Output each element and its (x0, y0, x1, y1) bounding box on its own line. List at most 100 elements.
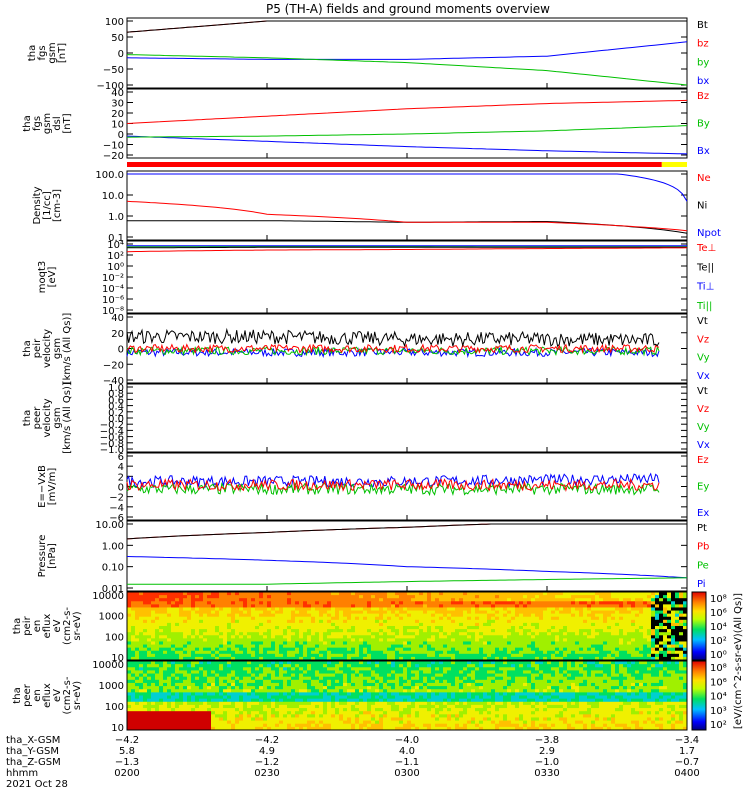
heatmap-cell (323, 613, 328, 618)
heatmap-cell (271, 622, 276, 627)
heatmap-cell (175, 607, 180, 612)
heatmap-cell (287, 704, 292, 709)
heatmap-cell (155, 650, 160, 655)
heatmap-cell (439, 616, 444, 621)
heatmap-cell (215, 704, 220, 709)
heatmap-cell (203, 720, 208, 725)
heatmap-cell (535, 629, 540, 633)
heatmap-cell (279, 708, 284, 712)
heatmap-cell (399, 686, 404, 690)
heatmap-cell (507, 607, 512, 612)
heatmap-cell (175, 622, 180, 627)
heatmap-cell (291, 714, 296, 718)
heatmap-cell (411, 661, 416, 665)
heatmap-cell (183, 701, 188, 706)
heatmap-cell (235, 708, 240, 712)
heatmap-cell (539, 656, 544, 661)
heatmap-cell (155, 667, 160, 671)
heatmap-cell (515, 653, 520, 658)
heatmap-cell (379, 650, 384, 655)
heatmap-cell (399, 638, 404, 642)
heatmap-cell (203, 717, 208, 722)
heatmap-cell (159, 638, 164, 642)
heatmap-cell (307, 619, 312, 624)
heatmap-cell (579, 607, 584, 612)
y-tick-label: 6 (118, 452, 124, 463)
heatmap-cell (355, 682, 360, 687)
heatmap-cell (135, 720, 140, 725)
heatmap-cell (375, 629, 380, 633)
heatmap-cell (143, 641, 148, 646)
heatmap-cell (507, 619, 512, 624)
heatmap-cell (427, 641, 432, 646)
heatmap-cell (191, 656, 196, 661)
heatmap-cell (327, 613, 332, 618)
heatmap-cell (587, 647, 592, 652)
heatmap-cell (187, 661, 192, 665)
y-tick-label: 10 (111, 120, 124, 131)
heatmap-cell (519, 650, 524, 655)
panel-ylabel-line: eV (52, 619, 63, 632)
heatmap-cell (259, 686, 264, 690)
heatmap-cell (255, 604, 260, 608)
heatmap-cell (371, 661, 376, 665)
heatmap-cell (195, 622, 200, 627)
heatmap-cell (363, 644, 368, 649)
heatmap-cell (211, 595, 216, 599)
heatmap-cell (351, 595, 356, 599)
heatmap-cell (199, 676, 204, 681)
heatmap-cell (587, 635, 592, 639)
heatmap-cell (459, 629, 464, 633)
heatmap-cell (295, 601, 300, 605)
heatmap-cell (283, 686, 288, 690)
heatmap-cell (271, 689, 276, 693)
heatmap-cell (175, 679, 180, 684)
heatmap-cell (451, 619, 456, 624)
heatmap-cell (395, 670, 400, 675)
heatmap-cell (407, 714, 412, 718)
heatmap-cell (323, 622, 328, 627)
heatmap-cell (623, 604, 628, 608)
heatmap-cell (643, 595, 648, 599)
heatmap-cell (135, 698, 140, 703)
heatmap-cell (279, 686, 284, 690)
heatmap-cell (247, 619, 252, 624)
heatmap-cell (167, 598, 172, 602)
heatmap-cell (175, 629, 180, 633)
heatmap-cell (339, 723, 344, 728)
heatmap-cell (319, 598, 324, 602)
heatmap-cell (483, 629, 488, 633)
heatmap-cell (411, 689, 416, 693)
heatmap-cell (243, 704, 248, 709)
heatmap-cell (143, 650, 148, 655)
heatmap-cell (667, 656, 672, 661)
heatmap-cell (315, 641, 320, 646)
heatmap-cell (475, 656, 480, 661)
heatmap-cell (355, 622, 360, 627)
heatmap-cell (399, 673, 404, 678)
series-Ez (126, 477, 660, 493)
heatmap-cell (355, 635, 360, 639)
heatmap-cell (683, 647, 688, 652)
heatmap-cell (151, 704, 156, 709)
legend-1: Vz (697, 334, 709, 345)
heatmap-cell (379, 632, 384, 636)
heatmap-cell (419, 619, 424, 624)
heatmap-cell (227, 695, 232, 700)
heatmap-cell (279, 704, 284, 709)
heatmap-cell (335, 698, 340, 703)
heatmap-cell (651, 626, 656, 630)
heatmap-cell (383, 686, 388, 690)
heatmap-cell (227, 632, 232, 636)
heatmap-cell (287, 720, 292, 725)
heatmap-cell (255, 676, 260, 681)
heatmap-10 (127, 661, 688, 731)
heatmap-cell (287, 682, 292, 687)
heatmap-cell (287, 673, 292, 678)
heatmap-cell (195, 610, 200, 615)
heatmap-cell (223, 607, 228, 612)
heatmap-cell (279, 610, 284, 615)
heatmap-cell (411, 635, 416, 639)
heatmap-cell (259, 653, 264, 658)
heatmap-cell (339, 664, 344, 668)
